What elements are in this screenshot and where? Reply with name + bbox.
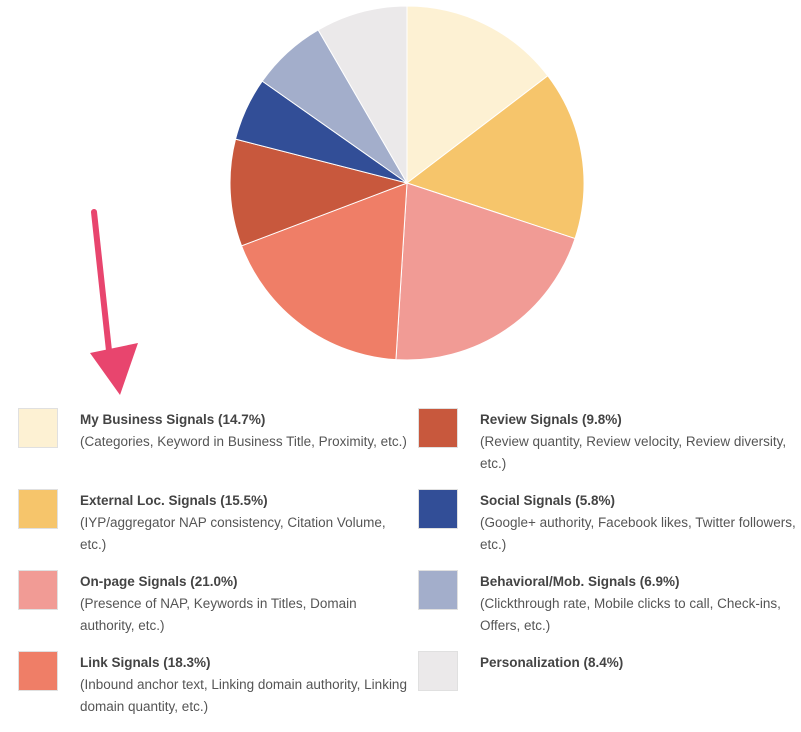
legend-desc: (IYP/aggregator NAP consistency, Citatio… bbox=[80, 515, 386, 552]
pie-slice-external-loc-signals bbox=[405, 75, 585, 240]
legend-title: On-page Signals (21.0%) bbox=[80, 574, 238, 589]
pie-slice-link-signals bbox=[240, 182, 408, 361]
legend-title: Personalization (8.4%) bbox=[480, 655, 624, 670]
legend-swatch bbox=[18, 408, 58, 448]
legend-desc: (Categories, Keyword in Business Title, … bbox=[80, 434, 407, 449]
legend-swatch bbox=[418, 651, 458, 691]
pie-slice-review-signals bbox=[229, 138, 409, 247]
pie-slice-my-business-signals bbox=[406, 5, 549, 185]
legend-title: External Loc. Signals (15.5%) bbox=[80, 493, 268, 508]
legend-title: Review Signals (9.8%) bbox=[480, 412, 622, 427]
legend-swatch bbox=[418, 408, 458, 448]
legend-desc: (Review quantity, Review velocity, Revie… bbox=[480, 434, 787, 471]
legend-desc: (Google+ authority, Facebook likes, Twit… bbox=[480, 515, 796, 552]
legend-title: Social Signals (5.8%) bbox=[480, 493, 616, 508]
pie-slice-on-page-signals bbox=[395, 182, 576, 361]
pie-chart bbox=[229, 5, 585, 361]
legend-title: My Business Signals (14.7%) bbox=[80, 412, 266, 427]
legend-swatch bbox=[18, 570, 58, 610]
legend-swatch bbox=[18, 489, 58, 529]
legend-swatch bbox=[418, 489, 458, 529]
legend-desc: (Inbound anchor text, Linking domain aut… bbox=[80, 677, 407, 714]
legend-swatch bbox=[418, 570, 458, 610]
pie-slice-personalization bbox=[317, 5, 408, 185]
legend-title: Behavioral/Mob. Signals (6.9%) bbox=[480, 574, 680, 589]
legend-desc: (Presence of NAP, Keywords in Titles, Do… bbox=[80, 596, 357, 633]
legend-title: Link Signals (18.3%) bbox=[80, 655, 211, 670]
legend-desc: (Clickthrough rate, Mobile clicks to cal… bbox=[480, 596, 781, 633]
legend-swatch bbox=[18, 651, 58, 691]
